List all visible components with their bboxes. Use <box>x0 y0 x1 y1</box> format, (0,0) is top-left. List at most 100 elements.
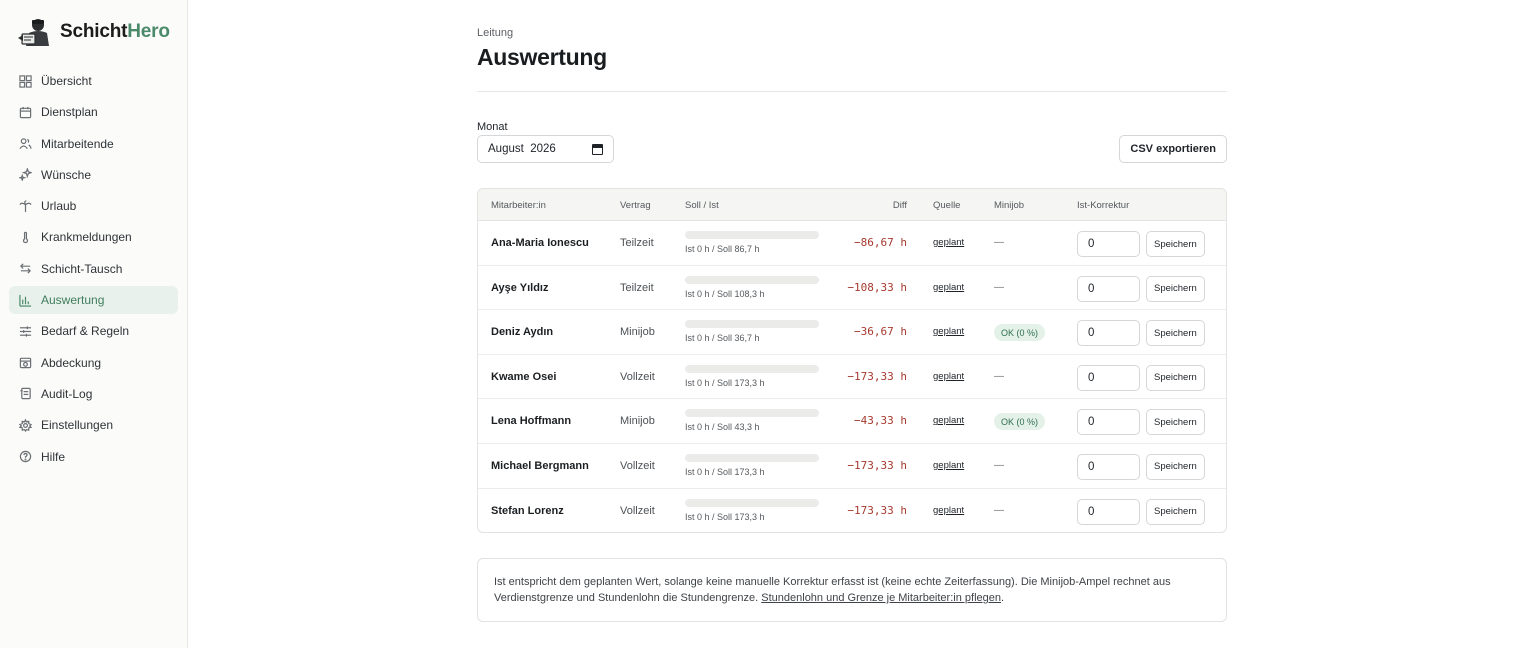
table-row: Stefan Lorenz Vollzeit Ist 0 h / Soll 173,… <box>478 489 1226 532</box>
correction-input[interactable]: 0 <box>1077 409 1140 436</box>
sidebar-item-einstellungen[interactable]: Einstellungen <box>9 411 178 439</box>
soll-ist-text: Ist 0 h / Soll 173,3 h <box>685 377 765 388</box>
save-button[interactable]: Speichern <box>1146 498 1205 525</box>
breadcrumb[interactable]: Leitung <box>477 27 514 39</box>
table-body: Ana-Maria Ionescu Teilzeit Ist 0 h / Soll … <box>478 221 1226 532</box>
brand[interactable]: SchichtHero <box>18 16 170 48</box>
source-link[interactable]: geplant <box>933 370 965 382</box>
sidebar-item-krankmeldungen[interactable]: Krankmeldungen <box>9 223 178 251</box>
sidebar-item-mitarbeitende[interactable]: Mitarbeitende <box>9 130 178 158</box>
diff-value: −173,33 h <box>847 503 907 517</box>
minijob-status: — <box>994 370 1004 382</box>
column-header-soll-ist: Soll / Ist <box>685 200 719 211</box>
info-note-suffix: . <box>1000 592 1005 604</box>
csv-export-button[interactable]: CSV exportieren <box>1119 135 1227 163</box>
sidebar-item-label: Hilfe <box>41 449 66 464</box>
employee-name: Deniz Aydın <box>491 326 554 339</box>
month-value: August 2026 <box>488 143 556 155</box>
month-input[interactable]: August 2026 <box>477 135 614 163</box>
table-row: Ana-Maria Ionescu Teilzeit Ist 0 h / Soll … <box>478 221 1226 266</box>
column-header-minijob: Minijob <box>994 200 1025 211</box>
sidebar-item-label: Auswertung <box>41 293 105 308</box>
correction-input[interactable]: 0 <box>1077 364 1140 391</box>
progress-bar <box>685 409 819 418</box>
correction-input[interactable]: 0 <box>1077 275 1140 302</box>
employee-name: Ayşe Yıldız <box>491 281 549 294</box>
sidebar: SchichtHero Übersicht Dienstplan Mitarbe… <box>0 0 188 648</box>
save-button[interactable]: Speichern <box>1146 231 1205 257</box>
source-link[interactable]: geplant <box>933 415 965 427</box>
sidebar-item-label: Mitarbeitende <box>41 136 114 151</box>
help-icon <box>19 450 32 463</box>
sidebar-item-bedarf-regeln[interactable]: Bedarf & Regeln <box>9 317 178 345</box>
grid-icon <box>19 74 32 88</box>
progress-bar <box>685 231 819 239</box>
table-row: Michael Bergmann Vollzeit Ist 0 h / Soll 1… <box>478 444 1226 489</box>
sidebar-item-label: Audit-Log <box>41 386 93 401</box>
users-icon <box>19 137 32 150</box>
sidebar-item-abdeckung[interactable]: Abdeckung <box>9 349 178 377</box>
table-row: Lena Hoffmann Minijob Ist 0 h / Soll 43,3 … <box>478 399 1226 444</box>
soll-ist-text: Ist 0 h / Soll 36,7 h <box>685 333 760 344</box>
calendar-picker-icon[interactable] <box>592 144 603 155</box>
save-button[interactable]: Speichern <box>1146 364 1205 391</box>
source-link[interactable]: geplant <box>933 326 965 338</box>
sidebar-item-schicht-tausch[interactable]: Schicht-Tausch <box>9 255 178 283</box>
sidebar-item-dienstplan[interactable]: Dienstplan <box>9 98 178 126</box>
source-link[interactable]: geplant <box>933 504 965 516</box>
save-button[interactable]: Speichern <box>1146 453 1205 480</box>
correction-input[interactable]: 0 <box>1077 231 1140 257</box>
save-button[interactable]: Speichern <box>1146 320 1205 347</box>
contract-type: Minijob <box>620 326 655 339</box>
contract-type: Vollzeit <box>620 370 655 383</box>
progress-bar <box>685 364 819 373</box>
correction-input[interactable]: 0 <box>1077 498 1140 525</box>
sidebar-item-label: Übersicht <box>41 74 92 88</box>
employee-name: Michael Bergmann <box>491 459 589 472</box>
sidebar-item-label: Wünsche <box>41 167 92 182</box>
calendar-check-icon <box>19 356 32 369</box>
sidebar-nav: Übersicht Dienstplan Mitarbeitende Wünsc… <box>9 67 178 474</box>
log-icon <box>19 387 32 400</box>
progress-bar <box>685 320 819 329</box>
source-link[interactable]: geplant <box>933 281 965 293</box>
diff-value: −86,67 h <box>854 236 907 249</box>
sidebar-item-auswertung[interactable]: Auswertung <box>9 286 178 315</box>
employee-name: Stefan Lorenz <box>491 504 564 517</box>
diff-value: −36,67 h <box>854 325 907 339</box>
column-header-contract: Vertrag <box>620 200 651 211</box>
sidebar-item-hilfe[interactable]: Hilfe <box>9 443 178 471</box>
header-divider <box>477 91 1227 92</box>
table-row: Ayşe Yıldız Teilzeit Ist 0 h / Soll 108,3 … <box>478 266 1226 311</box>
hourly-wage-link[interactable]: Stundenlohn und Grenze je Mitarbeiter:in… <box>761 592 1001 604</box>
sidebar-item-uebersicht[interactable]: Übersicht <box>9 67 178 95</box>
minijob-status: — <box>994 459 1004 471</box>
sidebar-item-audit-log[interactable]: Audit-Log <box>9 380 178 408</box>
source-link[interactable]: geplant <box>933 459 965 471</box>
contract-type: Teilzeit <box>620 281 654 294</box>
save-button[interactable]: Speichern <box>1146 275 1205 302</box>
palm-tree-icon <box>19 200 32 213</box>
column-header-diff: Diff <box>892 200 907 211</box>
sidebar-item-wuensche[interactable]: Wünsche <box>9 161 178 189</box>
minijob-status: — <box>994 281 1004 293</box>
soll-ist-text: Ist 0 h / Soll 173,3 h <box>685 466 765 477</box>
correction-input[interactable]: 0 <box>1077 453 1140 480</box>
employee-name: Kwame Osei <box>491 370 557 383</box>
source-link[interactable]: geplant <box>933 237 965 248</box>
table-row: Kwame Osei Vollzeit Ist 0 h / Soll 173,3 h… <box>478 355 1226 400</box>
contract-type: Minijob <box>620 415 655 428</box>
sidebar-item-label: Bedarf & Regeln <box>41 324 130 339</box>
progress-bar <box>685 498 819 507</box>
sidebar-item-urlaub[interactable]: Urlaub <box>9 192 178 220</box>
contract-type: Teilzeit <box>620 237 654 249</box>
diff-value: −173,33 h <box>847 369 907 383</box>
correction-input[interactable]: 0 <box>1077 320 1140 347</box>
gear-icon <box>19 418 32 432</box>
save-button[interactable]: Speichern <box>1146 409 1205 436</box>
contract-type: Vollzeit <box>620 504 655 517</box>
diff-value: −108,33 h <box>847 280 907 294</box>
employee-name: Lena Hoffmann <box>491 415 572 428</box>
thermometer-icon <box>19 231 32 244</box>
table-header: Mitarbeiter:in Vertrag Soll / Ist Diff Q… <box>478 189 1226 221</box>
